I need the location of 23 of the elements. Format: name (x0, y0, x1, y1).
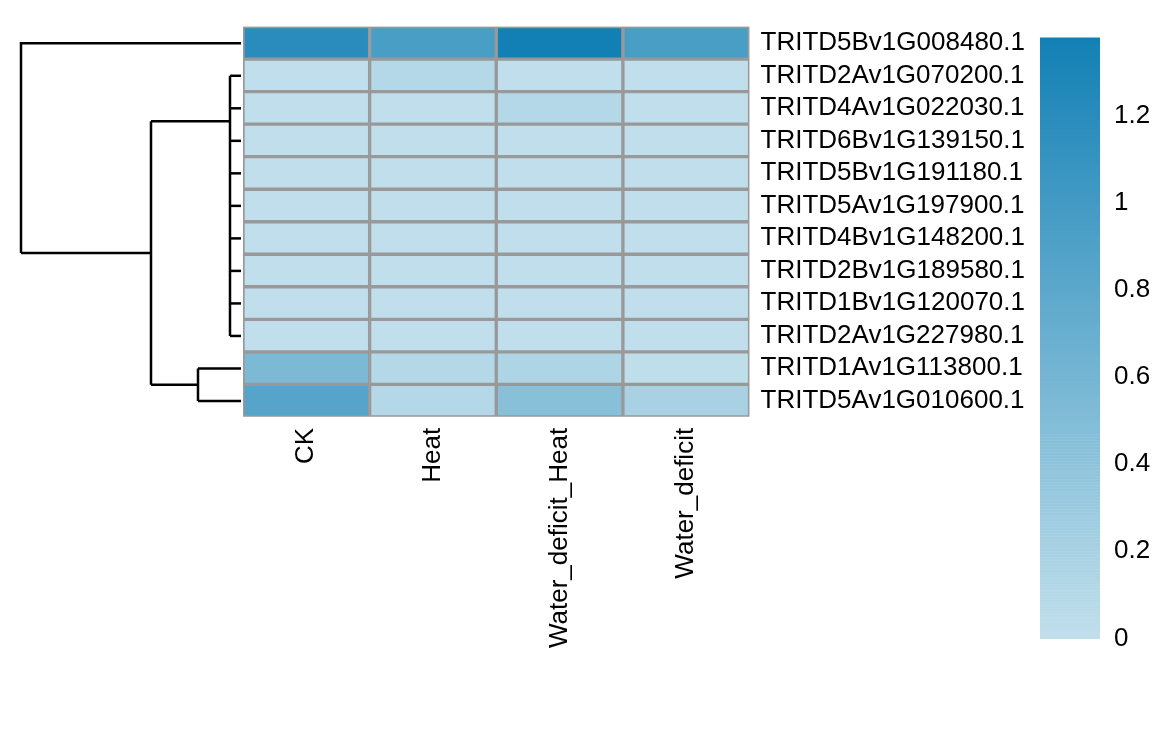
y-tick-label: TRITD5Av1G197900.1 (760, 188, 1025, 219)
color-bar-label: 0.8 (1114, 273, 1151, 304)
y-tick-label: TRITD5Bv1G191180.1 (760, 156, 1024, 187)
color-bar-label: 1 (1114, 186, 1129, 217)
y-tick-label: TRITD6Bv1G139150.1 (760, 123, 1025, 154)
y-tick-label: TRITD4Bv1G148200.1 (760, 221, 1025, 252)
y-tick-label: TRITD5Bv1G008480.1 (760, 26, 1025, 57)
color-bar-label: 0 (1114, 621, 1129, 652)
y-tick-label: TRITD2Av1G070200.1 (760, 58, 1025, 89)
color-bar-label: 1.2 (1114, 99, 1151, 130)
y-tick-label: TRITD2Av1G227980.1 (760, 318, 1025, 349)
x-tick-label: Water_deficit_Heat (542, 427, 573, 648)
x-tick-label: Heat (416, 427, 447, 483)
y-tick-label: TRITD4Av1G022030.1 (760, 91, 1025, 122)
color-bar-label: 0.4 (1114, 447, 1151, 478)
color-bar-label: 0.6 (1114, 360, 1151, 391)
y-tick-label: TRITD1Bv1G120070.1 (760, 286, 1025, 317)
y-tick-label: TRITD2Bv1G189580.1 (760, 253, 1025, 284)
y-tick-label: TRITD5Av1G010600.1 (760, 383, 1025, 414)
x-tick-label: Water_deficit (669, 427, 700, 579)
x-tick-label: CK (289, 427, 320, 464)
color-bar-label: 0.2 (1114, 534, 1151, 565)
y-tick-label: TRITD1Av1G113800.1 (760, 351, 1023, 382)
